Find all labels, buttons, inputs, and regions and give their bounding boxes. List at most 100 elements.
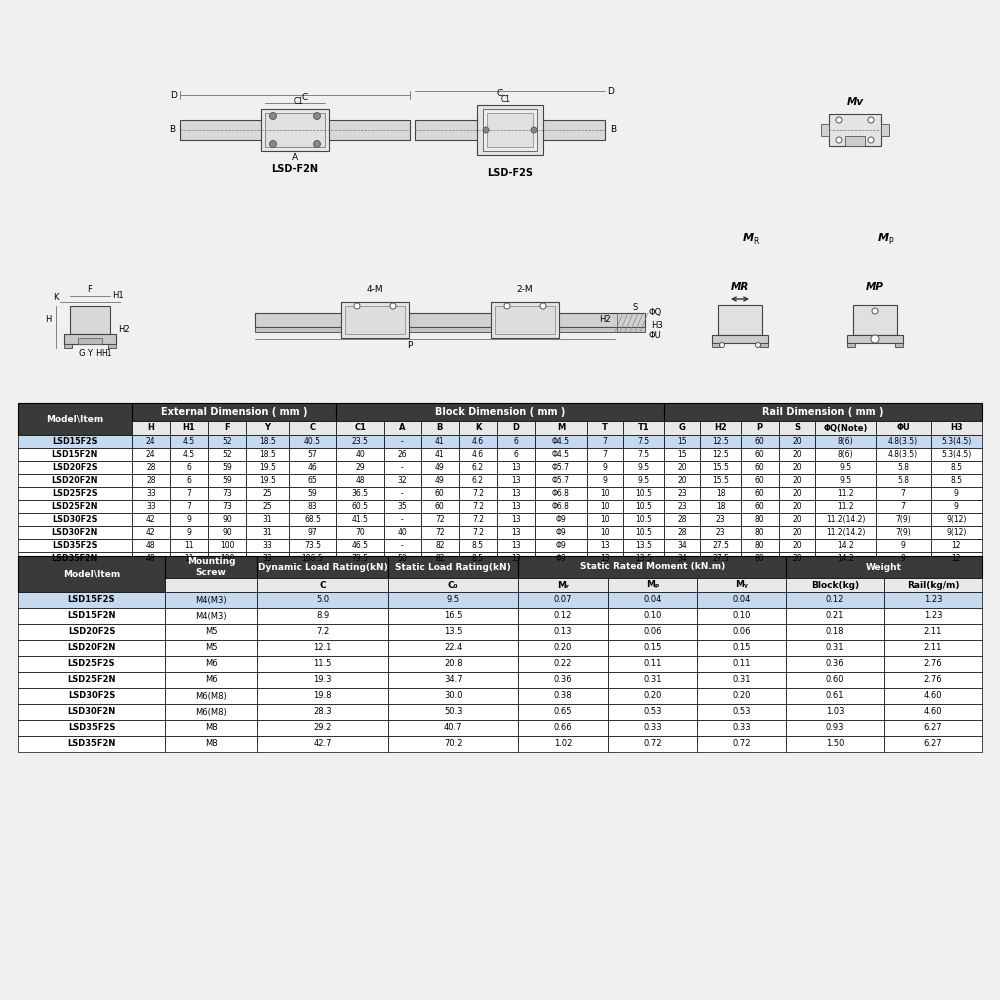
Bar [459,513,497,526]
Text: 41.5: 41.5 [352,515,369,524]
Bar [336,474,384,487]
Bar [876,526,931,539]
Bar [336,461,384,474]
Text: 60: 60 [755,437,765,446]
Bar [931,526,982,539]
Bar [132,474,170,487]
Text: 9: 9 [187,515,191,524]
Bar [246,448,289,461]
Text: C1: C1 [501,95,511,104]
Bar [587,421,623,435]
Text: 52: 52 [222,450,232,459]
Text: M: M [557,424,565,432]
Text: 7.2: 7.2 [472,489,484,498]
Text: 10.5: 10.5 [635,515,652,524]
Text: 0.66: 0.66 [554,724,572,732]
Text: 0.72: 0.72 [643,740,662,748]
Text: H: H [147,424,154,432]
Bar [608,640,697,656]
Text: 59: 59 [308,489,317,498]
Bar [587,461,623,474]
Bar [345,306,405,334]
Text: 9: 9 [602,476,607,485]
Text: 80: 80 [755,541,765,550]
Bar [208,500,246,513]
Text: 6: 6 [514,437,519,446]
Bar [587,487,623,500]
Bar [415,120,605,140]
Text: 0.20: 0.20 [554,644,572,652]
Circle shape [270,140,276,147]
Text: 42.7: 42.7 [313,740,332,748]
Text: H2: H2 [118,326,130,334]
Bar [815,513,876,526]
Bar [884,688,982,704]
Bar [180,120,410,140]
Text: M8: M8 [205,724,217,732]
Bar [931,500,982,513]
Text: 16.5: 16.5 [444,611,462,620]
Text: 49: 49 [435,463,445,472]
Text: M6: M6 [205,660,217,668]
Bar [18,487,132,500]
Text: 2.76: 2.76 [924,660,942,668]
Text: LSD15F2N: LSD15F2N [67,611,116,620]
Text: 0.12: 0.12 [554,611,572,620]
Text: 20: 20 [792,528,802,537]
Text: Φ9: Φ9 [556,515,566,524]
Bar [246,500,289,513]
Text: 2-M: 2-M [517,286,533,294]
Text: Mₚ: Mₚ [646,580,659,589]
Text: 27.5: 27.5 [712,554,729,563]
Bar [459,500,497,513]
Bar [289,421,336,435]
Bar [535,539,587,552]
Text: 25: 25 [263,489,272,498]
Text: 50.3: 50.3 [444,708,462,716]
Text: 19.8: 19.8 [313,692,332,700]
Text: Mᵧ: Mᵧ [735,580,748,589]
Bar [132,513,170,526]
Text: 7.2: 7.2 [472,528,484,537]
Bar [18,704,165,720]
Bar [884,624,982,640]
Bar [815,461,876,474]
Bar [697,640,786,656]
Bar [587,513,623,526]
Bar [165,736,257,752]
Bar [697,736,786,752]
Text: Φ5.7: Φ5.7 [552,463,570,472]
Bar [421,513,459,526]
Text: 7.2: 7.2 [472,502,484,511]
Circle shape [868,117,874,123]
Bar [165,624,257,640]
Text: 8.5: 8.5 [472,554,484,563]
Text: 4.6: 4.6 [472,450,484,459]
Bar [931,435,982,448]
Bar [664,461,700,474]
Bar [18,539,132,552]
Bar [132,539,170,552]
Text: LSD20F2S: LSD20F2S [68,628,115,637]
Text: 0.31: 0.31 [732,676,751,684]
Bar [257,592,388,608]
Text: 13: 13 [511,476,521,485]
Bar [815,539,876,552]
Bar [336,539,384,552]
Bar [388,688,518,704]
Text: H3: H3 [651,322,663,330]
Text: 24: 24 [146,450,156,459]
Text: G: G [679,424,685,432]
Bar [257,578,388,592]
Bar [388,578,518,592]
Bar [170,487,208,500]
Bar [459,448,497,461]
Bar [477,105,543,155]
Text: 6: 6 [187,463,191,472]
Text: 4-M: 4-M [367,286,383,294]
Bar [246,552,289,565]
Text: 52: 52 [222,437,232,446]
Bar [165,556,257,578]
Text: 7: 7 [187,489,191,498]
Bar [779,421,815,435]
